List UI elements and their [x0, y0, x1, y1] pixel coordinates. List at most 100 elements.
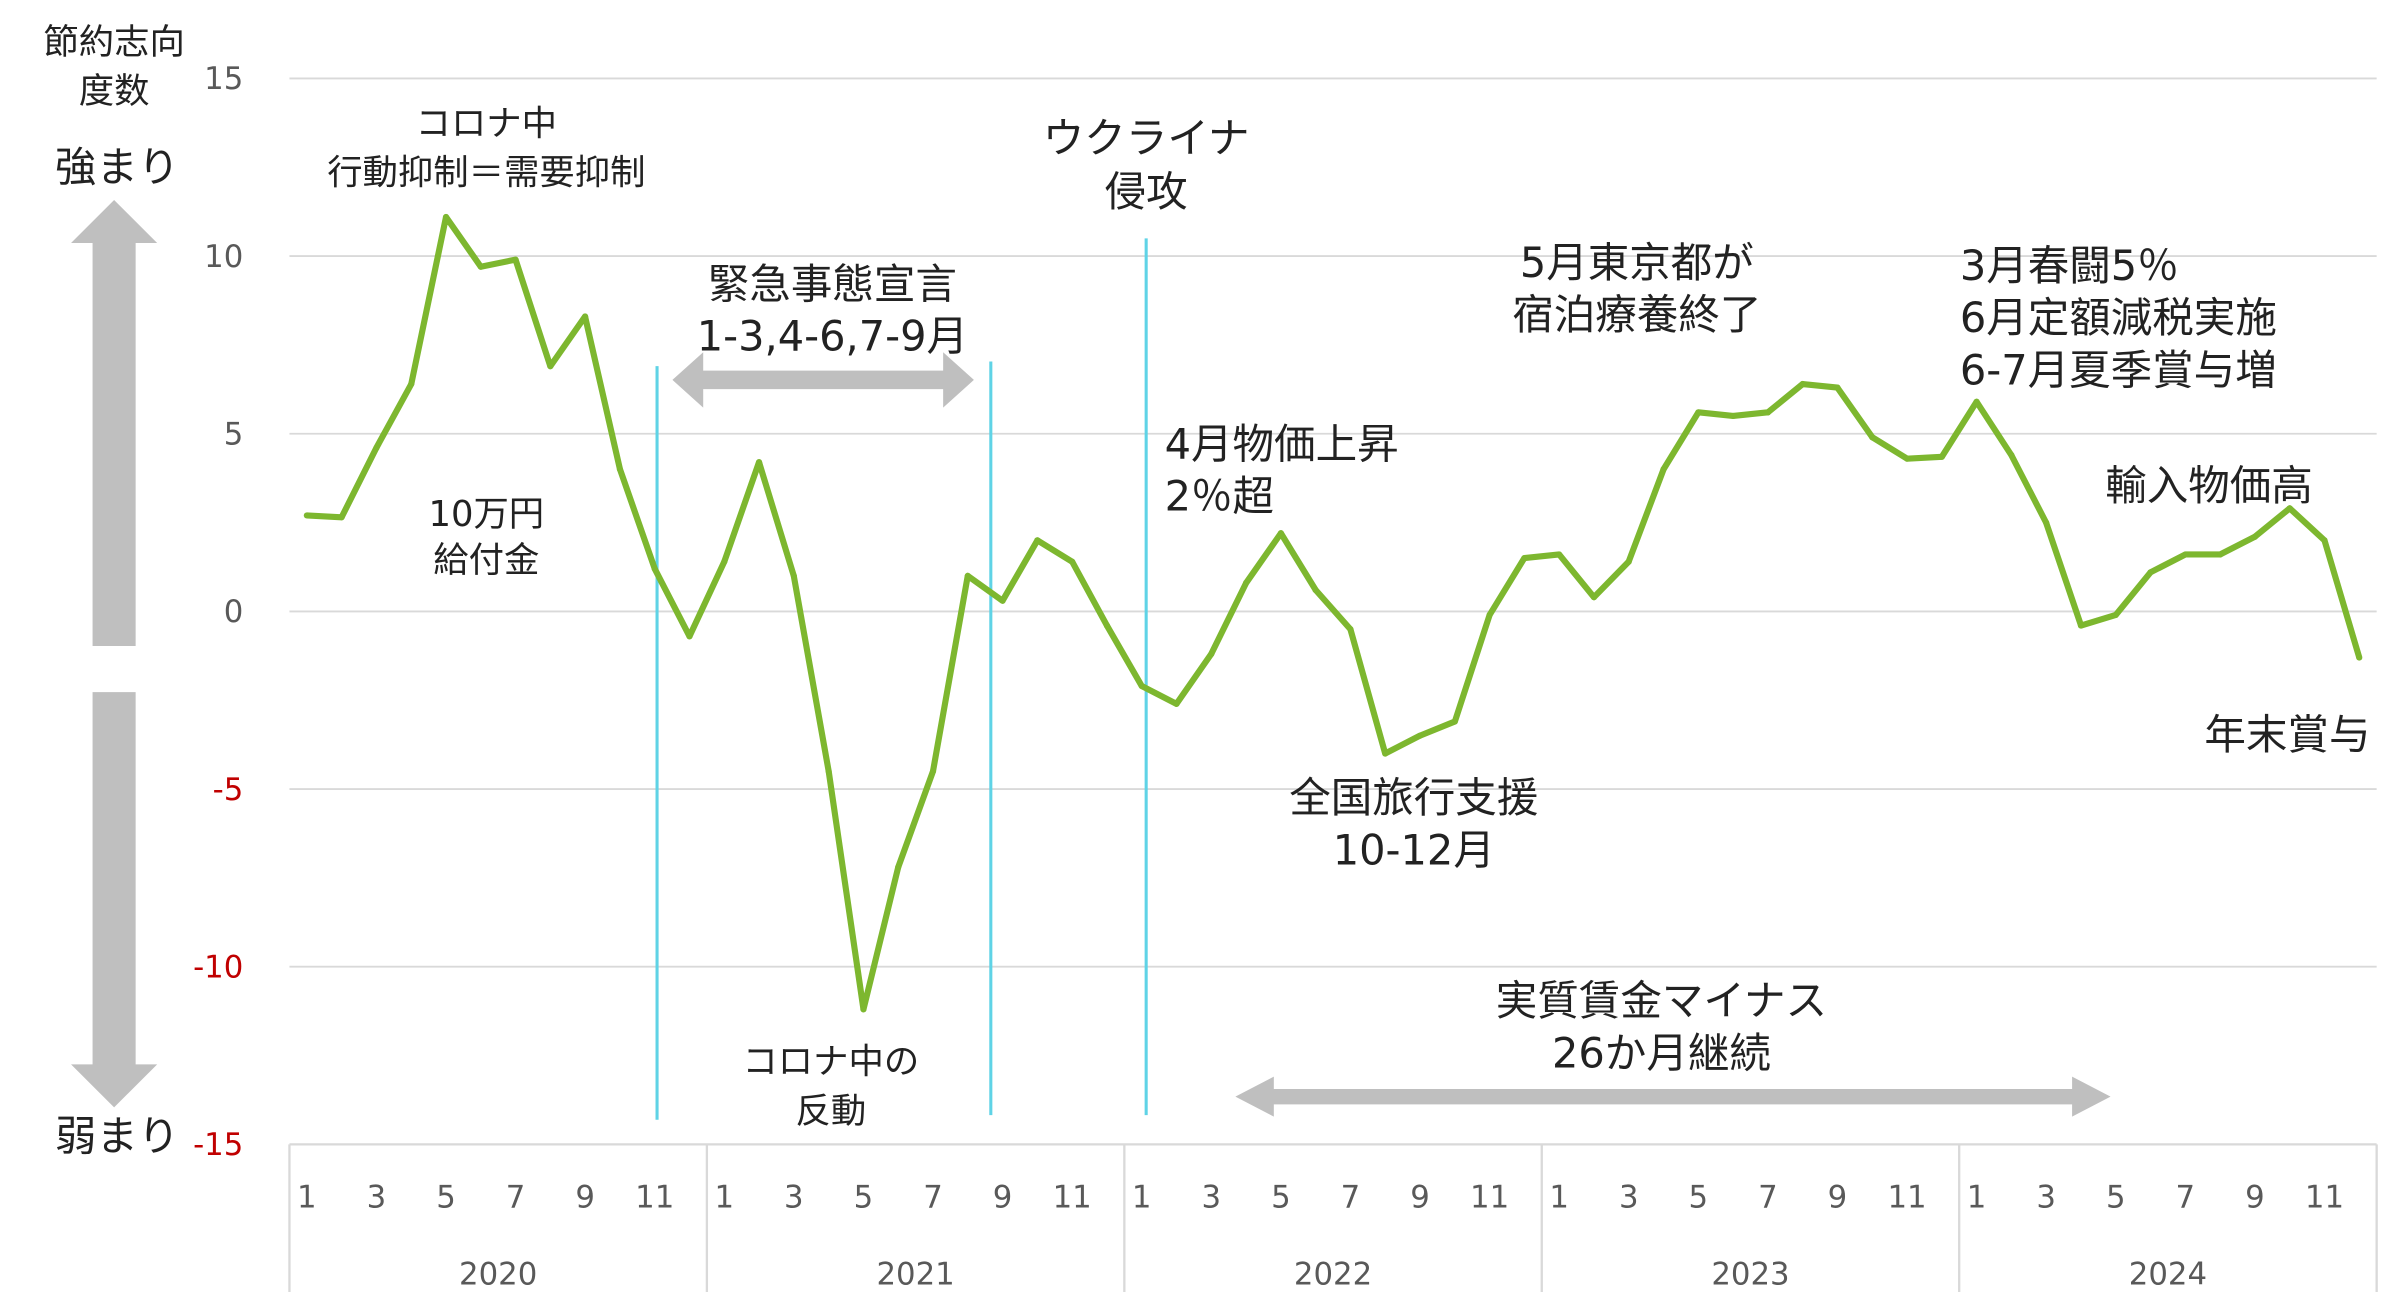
weaken-label: 弱まり	[55, 1111, 180, 1160]
annotation-ukraine-1: ウクライナ	[1043, 113, 1250, 162]
data-point	[1799, 380, 1806, 388]
month-tick-label: 9	[1828, 1179, 1848, 1215]
data-point	[373, 444, 380, 452]
data-point	[2251, 533, 2258, 540]
data-point	[1138, 682, 1145, 690]
year-label: 2021	[876, 1256, 954, 1292]
annotation-rebound-2: 反動	[795, 1091, 866, 1132]
y-axis-title-line2: 度数	[79, 71, 150, 112]
data-point	[999, 597, 1006, 604]
data-point	[721, 558, 728, 565]
month-tick-label: 7	[2176, 1179, 2196, 1215]
wage-minus-period-arrow-icon	[1235, 1076, 2111, 1117]
data-point	[929, 768, 937, 775]
series-line	[306, 213, 2363, 1013]
data-point	[2008, 451, 2015, 459]
month-tick-label: 3	[784, 1179, 804, 1215]
data-point	[1451, 718, 1458, 725]
data-point	[2043, 519, 2050, 526]
y-axis-title-line1: 節約志向	[43, 22, 184, 63]
data-point	[1556, 551, 1563, 558]
data-point	[1695, 409, 1702, 416]
data-point	[1277, 530, 1284, 537]
y-tick-label: -5	[213, 772, 244, 808]
annotation-travel-1: 全国旅行支援	[1289, 773, 1538, 822]
data-point	[825, 768, 832, 775]
data-point	[477, 263, 484, 270]
year-label: 2022	[1294, 1256, 1372, 1292]
annotation-shunto-1: 3月春闘5％	[1960, 241, 2179, 290]
data-point	[442, 213, 450, 221]
year-label: 2024	[2129, 1256, 2207, 1292]
annotation-import: 輸入物価高	[2105, 461, 2313, 510]
month-tick-label: 5	[1689, 1179, 1709, 1215]
annotation-corona-2: 行動抑制＝需要抑制	[327, 153, 645, 194]
y-tick-label: 5	[224, 417, 244, 453]
data-point	[895, 864, 902, 871]
data-point	[1973, 398, 1980, 405]
data-point	[1312, 586, 1319, 594]
data-point	[2182, 551, 2189, 558]
data-point	[2356, 654, 2363, 661]
month-tick-label: 9	[1410, 1179, 1430, 1215]
year-label: 2020	[459, 1256, 537, 1292]
annotation-shunto-3: 6-7月夏季賞与増	[1960, 346, 2277, 395]
data-point	[2217, 551, 2224, 558]
data-point	[1660, 466, 1667, 473]
month-tick-label: 1	[297, 1179, 317, 1215]
data-point	[1069, 558, 1076, 565]
data-point	[686, 633, 693, 640]
month-tick-label: 3	[367, 1179, 387, 1215]
data-point	[1938, 453, 1945, 460]
data-point	[2321, 537, 2328, 544]
data-point	[582, 313, 589, 320]
month-tick-label: 9	[575, 1179, 595, 1215]
month-tick-label: 11	[1470, 1179, 1509, 1215]
strengthen-label: 強まり	[55, 142, 180, 191]
month-tick-label: 7	[1758, 1179, 1778, 1215]
data-point	[408, 380, 415, 388]
data-point	[964, 572, 971, 579]
y-tick-label: 0	[224, 594, 244, 630]
annotation-wage-2: 26か月継続	[1552, 1028, 1771, 1077]
data-point	[1590, 594, 1598, 601]
month-tick-label: 11	[1053, 1179, 1092, 1215]
data-point	[1486, 611, 1493, 619]
month-tick-label: 11	[635, 1179, 674, 1215]
month-tick-label: 1	[1132, 1179, 1152, 1215]
data-point	[755, 459, 763, 466]
data-point	[2147, 569, 2154, 576]
annotation-emergency-1: 緊急事態宣言	[708, 259, 957, 308]
month-tick-label: 5	[436, 1179, 456, 1215]
data-point	[512, 256, 519, 263]
data-point	[2112, 611, 2119, 619]
data-point	[1903, 455, 1911, 462]
data-point	[860, 1006, 867, 1013]
data-point	[1173, 700, 1180, 707]
up-arrow-icon	[71, 199, 158, 646]
data-point	[1416, 732, 1424, 739]
data-point	[2286, 505, 2293, 512]
data-point	[1521, 555, 1528, 562]
annotation-shunto-2: 6月定額減税実施	[1960, 293, 2277, 342]
annotation-yearend: 年末賞与	[2204, 710, 2370, 759]
annotation-tokyo-1: 5月東京都が	[1520, 238, 1754, 287]
annotation-price-2: 2％超	[1165, 472, 1274, 521]
data-point	[616, 466, 623, 473]
data-point	[1764, 409, 1771, 416]
data-point	[1347, 626, 1354, 633]
data-point	[790, 572, 797, 579]
y-tick-label: 10	[204, 239, 243, 275]
month-tick-label: 7	[1341, 1179, 1361, 1215]
month-tick-label: 5	[854, 1179, 874, 1215]
data-point	[1834, 384, 1841, 391]
annotation-rebound-1: コロナ中の	[742, 1042, 919, 1083]
y-tick-label: 15	[204, 61, 243, 97]
data-point	[1730, 412, 1737, 420]
data-points	[303, 213, 2363, 1013]
month-tick-label: 3	[1619, 1179, 1639, 1215]
data-point	[1243, 579, 1250, 587]
annotation-ukraine-2: 侵攻	[1105, 167, 1188, 216]
